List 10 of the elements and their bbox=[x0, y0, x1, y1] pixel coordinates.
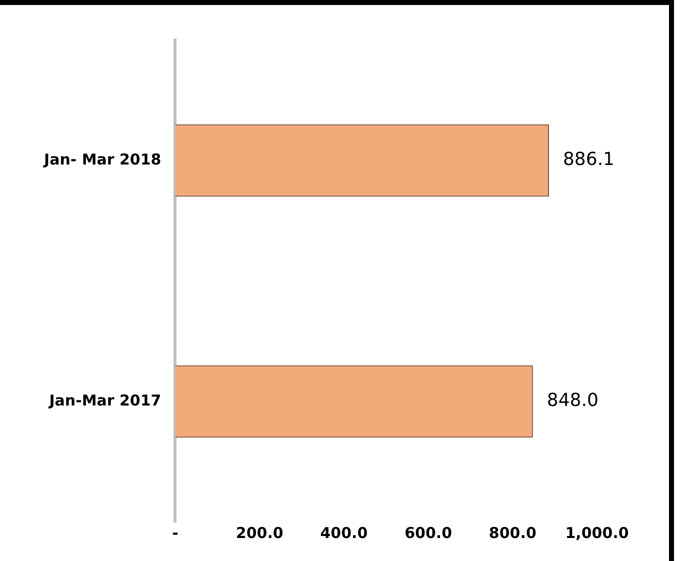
x-tick-label: 600.0 bbox=[404, 524, 452, 542]
data-label: 886.1 bbox=[562, 149, 614, 170]
x-tick-label: 200.0 bbox=[236, 524, 284, 542]
data-label: 848.0 bbox=[546, 390, 598, 412]
x-tick-label: 800.0 bbox=[488, 524, 536, 542]
y-tick-label: Jan- Mar 2018 bbox=[42, 150, 162, 168]
x-tick-label: 400.0 bbox=[320, 524, 368, 542]
x-tick-label: - bbox=[172, 524, 178, 542]
y-tick-label: Jan-Mar 2017 bbox=[48, 391, 162, 410]
x-tick-label: 1,000.0 bbox=[565, 524, 629, 542]
